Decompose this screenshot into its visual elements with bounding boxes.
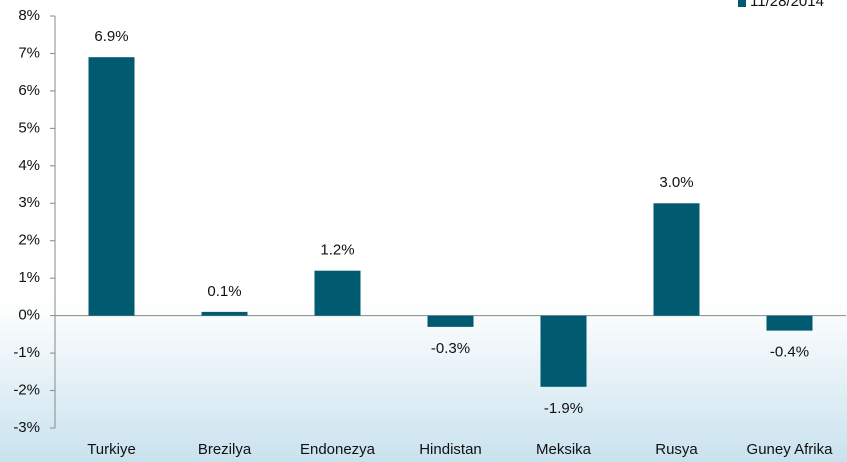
- y-tick-label: 5%: [18, 119, 40, 136]
- y-tick-label: 8%: [18, 7, 40, 24]
- x-tick-label: Meksika: [536, 441, 592, 458]
- data-label: 3.0%: [659, 174, 693, 191]
- data-label: -0.4%: [770, 344, 809, 361]
- y-tick-label: 1%: [18, 269, 40, 286]
- data-label: 1.2%: [320, 242, 354, 259]
- bar: [653, 203, 700, 316]
- x-tick-label: Rusya: [655, 441, 698, 458]
- bar: [314, 270, 361, 316]
- bar: [540, 315, 587, 387]
- x-tick-label: Endonezya: [300, 441, 376, 458]
- y-tick-label: 3%: [18, 194, 40, 211]
- bar: [88, 57, 135, 316]
- y-tick-label: 0%: [18, 307, 40, 324]
- bar: [427, 315, 474, 327]
- y-tick-label: -3%: [13, 419, 40, 436]
- bar: [766, 315, 813, 331]
- legend-label: 11/28/2014: [750, 0, 824, 10]
- bar: [201, 311, 248, 316]
- data-label: 0.1%: [207, 283, 241, 300]
- y-tick-label: 7%: [18, 44, 40, 61]
- x-tick-label: Hindistan: [419, 441, 482, 458]
- x-tick-label: Guney Afrika: [747, 441, 834, 458]
- x-tick-label: Turkiye: [87, 441, 136, 458]
- y-tick-label: 4%: [18, 157, 40, 174]
- data-label: -1.9%: [544, 400, 583, 417]
- legend-swatch: [738, 0, 746, 7]
- data-label: -0.3%: [431, 340, 470, 357]
- data-label: 6.9%: [94, 28, 128, 45]
- y-tick-label: -1%: [13, 344, 40, 361]
- y-tick-label: -2%: [13, 382, 40, 399]
- y-tick-label: 2%: [18, 232, 40, 249]
- x-tick-label: Brezilya: [198, 441, 252, 458]
- y-tick-label: 6%: [18, 82, 40, 99]
